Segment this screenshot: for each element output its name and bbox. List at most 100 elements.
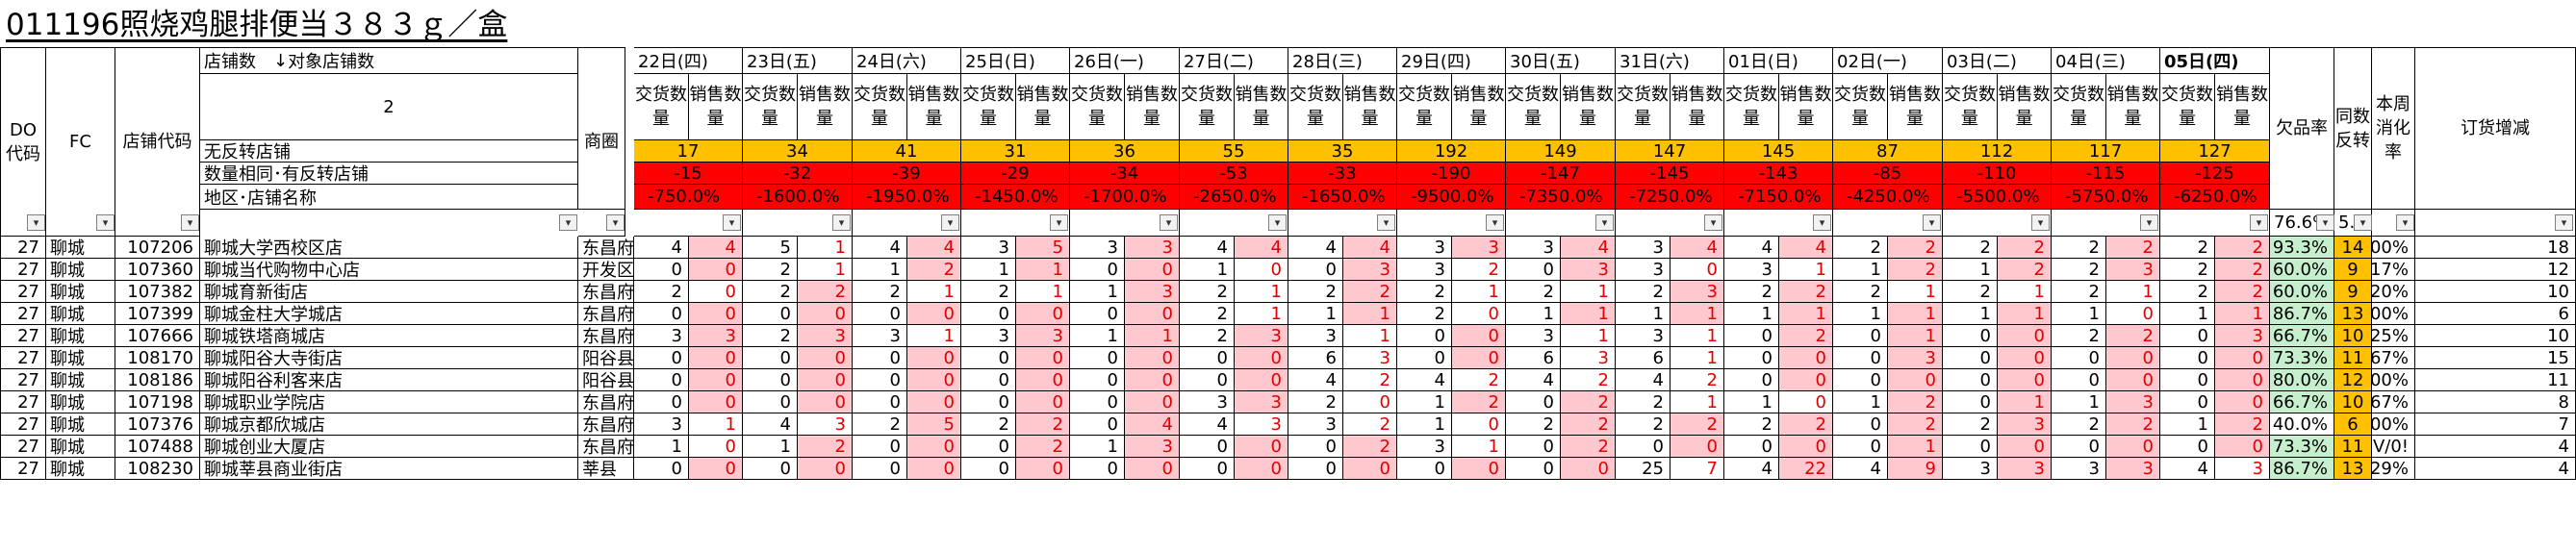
delivery-qty: 5 — [743, 237, 798, 259]
filter-button-date-7[interactable]: ▾ — [1486, 214, 1504, 231]
filter-button-area[interactable]: ▾ — [606, 214, 625, 231]
delivery-qty: 0 — [1506, 259, 1561, 281]
delivery-qty-header: 交货数量 — [2160, 74, 2215, 140]
delivery-qty: 1 — [1833, 303, 1888, 325]
date-header: 05日(四) — [2160, 47, 2270, 74]
filter-button-do[interactable]: ▾ — [27, 214, 45, 231]
delivery-qty: 0 — [743, 391, 798, 413]
delivery-qty: 2 — [1288, 391, 1343, 413]
sales-qty: 0 — [798, 458, 853, 480]
delivery-qty: 0 — [1943, 391, 1998, 413]
delivery-qty: 0 — [634, 303, 689, 325]
weekly-consumption: 167% — [2372, 347, 2415, 369]
weekly-consumption: 167% — [2372, 391, 2415, 413]
filter-button-fc[interactable]: ▾ — [96, 214, 115, 231]
delivery-qty: 2 — [2052, 237, 2106, 259]
sales-qty-header: 销售数量 — [2106, 74, 2160, 140]
delivery-qty: 1 — [1180, 259, 1235, 281]
delivery-qty: 2 — [634, 281, 689, 303]
filter-button-date-3[interactable]: ▾ — [1050, 214, 1068, 231]
delivery-qty: 3 — [1397, 436, 1452, 458]
delivery-qty: 3 — [1724, 259, 1779, 281]
filter-cell — [1724, 210, 1833, 237]
filter-button-rate[interactable]: ▾ — [2316, 214, 2334, 231]
sales-qty: 1 — [1888, 303, 1943, 325]
no-reverse-value: 87 — [1833, 140, 1943, 163]
do-code: 27 — [0, 259, 46, 281]
filter-button-ord[interactable]: ▾ — [2555, 214, 2573, 231]
same-reverse-value: -190 — [1397, 163, 1506, 185]
date-header: 04日(三) — [2052, 47, 2160, 74]
sales-qty: 0 — [1779, 436, 1833, 458]
sales-qty: 0 — [1016, 303, 1070, 325]
delivery-qty: 0 — [1288, 436, 1343, 458]
sales-qty: 3 — [2215, 458, 2270, 480]
delivery-qty: 2 — [1943, 413, 1998, 436]
same-reverse-count: 10 — [2334, 391, 2372, 413]
delivery-qty: 1 — [2052, 303, 2106, 325]
do-code: 27 — [0, 413, 46, 436]
filter-button-cons[interactable]: ▾ — [2396, 214, 2414, 231]
filter-button-date-6[interactable]: ▾ — [1377, 214, 1395, 231]
delivery-qty: 0 — [2160, 391, 2215, 413]
delivery-qty: 4 — [1724, 237, 1779, 259]
area-pct-value: -1950.0% — [853, 185, 961, 210]
sales-qty: 2 — [1452, 259, 1506, 281]
same-reverse-value: -110 — [1943, 163, 2052, 185]
delivery-qty: 4 — [853, 237, 907, 259]
delivery-qty: 1 — [2160, 303, 2215, 325]
shop-area: 东昌府 — [578, 325, 634, 347]
filter-button-date-5[interactable]: ▾ — [1268, 214, 1287, 231]
order-change: 8 — [2415, 391, 2576, 413]
sales-qty-header: 销售数量 — [1343, 74, 1397, 140]
sales-qty: 0 — [1016, 369, 1070, 391]
sales-qty: 1 — [798, 259, 853, 281]
delivery-qty: 3 — [1616, 259, 1671, 281]
delivery-qty: 0 — [634, 369, 689, 391]
shop-area: 莘县 — [578, 458, 634, 480]
shortage-rate: 73.3% — [2270, 347, 2334, 369]
delivery-qty: 4 — [1397, 369, 1452, 391]
delivery-qty: 3 — [1180, 391, 1235, 413]
sales-qty: 0 — [1125, 259, 1180, 281]
area-pct-value: -4250.0% — [1833, 185, 1943, 210]
delivery-qty: 0 — [1070, 391, 1125, 413]
delivery-qty: 1 — [1397, 391, 1452, 413]
filter-button-date-14[interactable]: ▾ — [2250, 214, 2268, 231]
filter-button-date-9[interactable]: ▾ — [1704, 214, 1722, 231]
sales-qty: 0 — [1452, 347, 1506, 369]
delivery-qty: 3 — [1506, 237, 1561, 259]
filter-button-date-10[interactable]: ▾ — [1813, 214, 1831, 231]
filter-button-date-1[interactable]: ▾ — [832, 214, 851, 231]
sales-qty: 7 — [1671, 458, 1724, 480]
delivery-qty: 0 — [1397, 325, 1452, 347]
sales-qty-header: 销售数量 — [798, 74, 853, 140]
filter-button-date-4[interactable]: ▾ — [1160, 214, 1178, 231]
store-code: 107198 — [115, 391, 200, 413]
sales-qty: 0 — [1452, 413, 1506, 436]
filter-button-date-8[interactable]: ▾ — [1595, 214, 1614, 231]
order-change: 4 — [2415, 436, 2576, 458]
filter-button-date-0[interactable]: ▾ — [723, 214, 741, 231]
sales-qty: 0 — [1125, 347, 1180, 369]
filter-button-date-12[interactable]: ▾ — [2031, 214, 2050, 231]
delivery-qty: 2 — [1180, 281, 1235, 303]
filter-button-name[interactable]: ▾ — [559, 214, 577, 231]
sales-qty: 3 — [1343, 347, 1397, 369]
delivery-qty-header: 交货数量 — [2052, 74, 2106, 140]
delivery-qty: 4 — [1288, 237, 1343, 259]
fc-name: 聊城 — [46, 347, 115, 369]
filter-button-code[interactable]: ▾ — [181, 214, 199, 231]
delivery-qty-header: 交货数量 — [1943, 74, 1998, 140]
sales-qty: 1 — [1561, 325, 1616, 347]
order-change: 11 — [2415, 369, 2576, 391]
filter-button-date-11[interactable]: ▾ — [1923, 214, 1941, 231]
delivery-qty: 1 — [1724, 303, 1779, 325]
filter-button-date-13[interactable]: ▾ — [2140, 214, 2158, 231]
delivery-qty: 1 — [1288, 303, 1343, 325]
filter-button-date-2[interactable]: ▾ — [941, 214, 959, 231]
weekly-consumption: 100% — [2372, 369, 2415, 391]
sales-qty: 1 — [1235, 303, 1288, 325]
filter-button-rev[interactable]: ▾ — [2354, 214, 2372, 231]
area-pct-value: -9500.0% — [1397, 185, 1506, 210]
